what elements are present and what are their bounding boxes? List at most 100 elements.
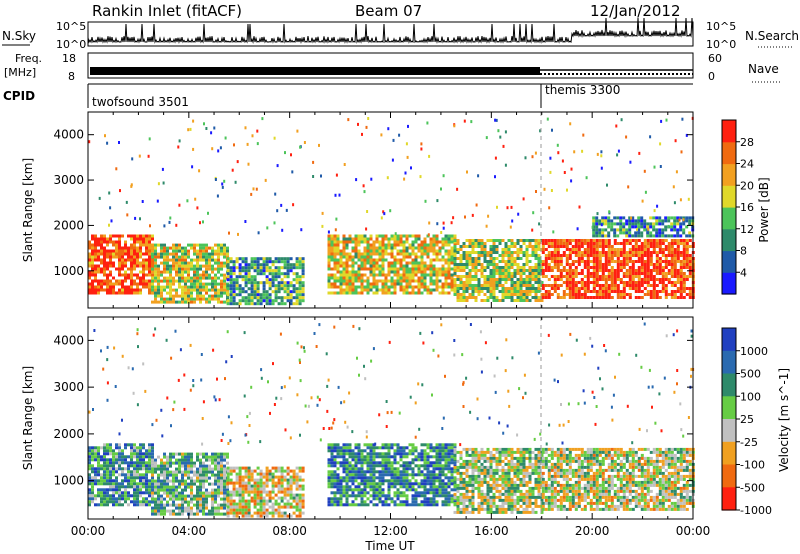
scatter-cell — [667, 248, 671, 251]
scatter-cell — [417, 237, 421, 241]
scatter-cell — [163, 509, 166, 513]
scatter-cell — [441, 288, 445, 292]
scatter-cell — [136, 494, 139, 498]
scatter-cell — [345, 470, 349, 474]
scatter-cell — [673, 293, 677, 296]
scatter-cell — [199, 485, 202, 489]
scatter-cell — [357, 470, 361, 474]
scatter-cell — [655, 251, 659, 254]
scatter-cell — [561, 159, 564, 163]
freq-unit: [MHz] — [4, 66, 36, 79]
scatter-cell — [166, 482, 169, 486]
scatter-cell — [226, 481, 230, 485]
scatter-cell — [187, 285, 190, 289]
scatter-cell — [205, 500, 208, 504]
scatter-cell — [477, 245, 481, 248]
scatter-cell — [348, 270, 352, 274]
scatter-cell — [271, 496, 275, 500]
scatter-cell — [494, 175, 496, 179]
scatter-cell — [613, 287, 617, 290]
scatter-cell — [417, 270, 421, 274]
scatter-cell — [226, 249, 229, 253]
scatter-cell — [127, 494, 130, 498]
scatter-cell — [501, 266, 505, 269]
scatter-cell — [175, 288, 178, 292]
scatter-cell — [178, 506, 181, 510]
scatter-cell — [444, 273, 448, 277]
scatter-cell — [205, 261, 208, 265]
scatter-cell — [205, 494, 208, 498]
scatter-cell — [147, 154, 150, 158]
scatter-cell — [471, 269, 475, 272]
scatter-cell — [360, 285, 364, 289]
scatter-cell — [432, 252, 436, 256]
scatter-cell — [211, 282, 214, 286]
scatter-cell — [220, 288, 223, 292]
scatter-cell — [244, 263, 248, 267]
scatter-cell — [345, 473, 349, 477]
scatter-cell — [106, 291, 109, 295]
scatter-cell — [637, 220, 640, 224]
scatter-cell — [214, 482, 217, 486]
scatter-cell — [106, 279, 109, 283]
scatter-cell — [172, 255, 175, 259]
scatter-cell — [450, 288, 454, 292]
scatter-cell — [345, 479, 349, 483]
scatter-cell — [580, 284, 584, 287]
scatter-cell — [399, 258, 403, 262]
scatter-cell — [541, 263, 545, 266]
scatter-cell — [226, 252, 229, 256]
scatter-cell — [453, 249, 457, 253]
scatter-cell — [217, 249, 220, 253]
scatter-cell — [154, 285, 157, 289]
scatter-cell — [336, 261, 340, 265]
scatter-cell — [631, 260, 635, 263]
scatter-cell — [208, 261, 211, 265]
scatter-cell — [435, 243, 439, 247]
scatter-cell — [393, 255, 397, 259]
scatter-cell — [670, 248, 674, 251]
scatter-cell — [664, 284, 668, 287]
scatter-cell — [456, 293, 460, 296]
scatter-cell — [136, 470, 139, 474]
scatter-cell — [399, 267, 403, 271]
scatter-cell — [685, 216, 689, 220]
scatter-cell — [601, 296, 605, 299]
scatter-cell — [226, 299, 230, 303]
scatter-cell — [519, 275, 523, 278]
scatter-cell — [501, 299, 505, 302]
scatter-cell — [420, 279, 424, 283]
scatter-cell — [652, 248, 656, 251]
scatter-cell — [354, 243, 358, 247]
scatter-cell — [348, 479, 352, 483]
scatter-cell — [607, 290, 611, 293]
scatter-cell — [118, 249, 121, 253]
scatter-cell — [298, 302, 302, 306]
scatter-cell — [682, 242, 686, 245]
scatter-cell — [414, 261, 418, 265]
scatter-cell — [312, 175, 315, 178]
scatter-cell — [208, 252, 211, 256]
scatter-cell — [456, 257, 460, 260]
scatter-cell — [354, 479, 358, 483]
scatter-cell — [504, 272, 508, 275]
scatter-cell — [94, 458, 97, 462]
scatter-cell — [178, 485, 181, 489]
scatter-cell — [190, 300, 193, 304]
scatter-cell — [389, 209, 392, 213]
scatter-cell — [133, 476, 136, 480]
scatter-cell — [115, 458, 118, 462]
scatter-cell — [483, 269, 487, 272]
scatter-cell — [286, 296, 290, 300]
scatter-cell — [205, 297, 208, 301]
scatter-cell — [94, 503, 97, 507]
scatter-cell — [444, 270, 448, 274]
scatter-cell — [577, 263, 581, 266]
scatter-cell — [181, 488, 184, 492]
scatter-cell — [604, 242, 608, 245]
scatter-cell — [688, 290, 692, 293]
scatter-cell — [175, 503, 178, 507]
scatter-cell — [199, 464, 202, 468]
scatter-cell — [175, 294, 178, 298]
scatter-cell — [250, 469, 254, 473]
